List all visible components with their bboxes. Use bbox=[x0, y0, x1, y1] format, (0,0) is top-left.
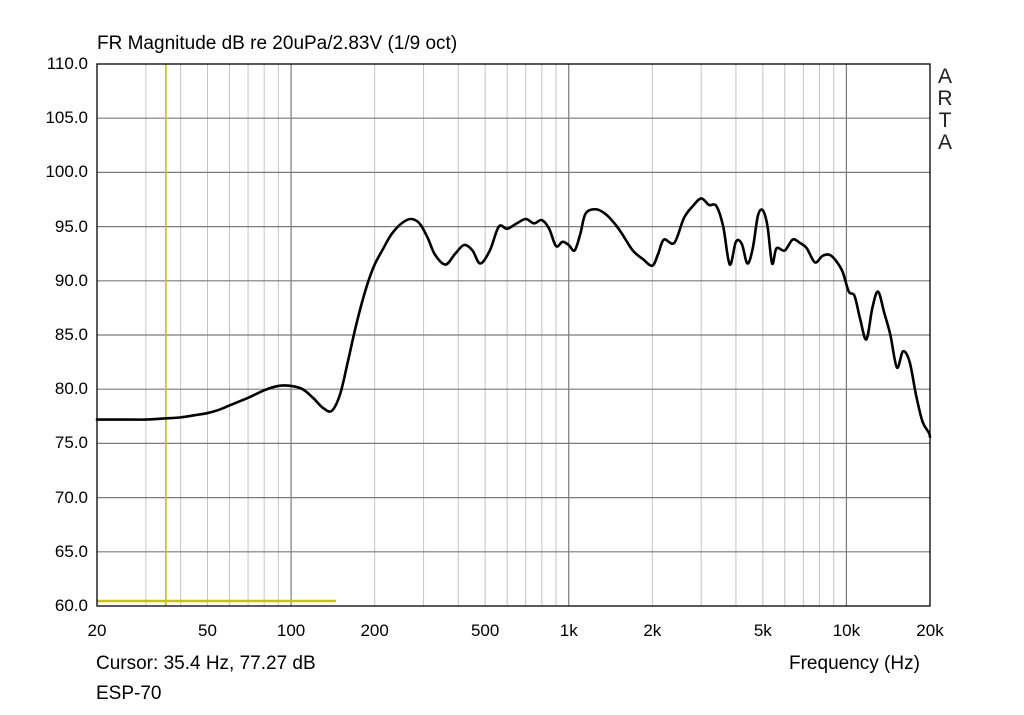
y-tick-label: 70.0 bbox=[54, 487, 88, 507]
y-tick-label: 105.0 bbox=[45, 108, 88, 128]
watermark-letter: A bbox=[937, 65, 952, 88]
response-curve-layer bbox=[95, 197, 932, 439]
x-tick-label: 10k bbox=[832, 621, 861, 640]
y-tick-label: 75.0 bbox=[54, 433, 88, 453]
chart-title: FR Magnitude dB re 20uPa/2.83V (1/9 oct) bbox=[97, 33, 458, 54]
cursor-layer bbox=[97, 64, 336, 606]
x-tick-label: 200 bbox=[360, 621, 389, 640]
arta-watermark: A R T A bbox=[934, 66, 956, 154]
x-tick-label: 20 bbox=[87, 621, 107, 640]
cursor-readout: Cursor: 35.4 Hz, 77.27 dB bbox=[96, 653, 316, 674]
watermark-letter: T bbox=[938, 109, 952, 132]
x-tick-label: 5k bbox=[753, 621, 772, 640]
y-tick-label: 95.0 bbox=[54, 216, 88, 236]
response-curve-esp-70 bbox=[95, 197, 932, 439]
y-tick-label: 90.0 bbox=[54, 270, 88, 290]
y-tick-label: 65.0 bbox=[54, 541, 88, 561]
watermark-letter: A bbox=[937, 131, 952, 154]
x-tick-label: 20k bbox=[916, 621, 944, 640]
x-tick-label: 100 bbox=[276, 621, 306, 640]
x-axis-label: Frequency (Hz) bbox=[789, 653, 920, 674]
y-tick-label: 85.0 bbox=[54, 325, 88, 344]
y-tick-label: 60.0 bbox=[54, 596, 88, 615]
grid bbox=[97, 64, 930, 606]
y-tick-label: 100.0 bbox=[45, 162, 88, 182]
plot-frame bbox=[96, 63, 931, 607]
curve-name-label: ESP-70 bbox=[96, 683, 162, 704]
y-tick-label: 110.0 bbox=[46, 54, 88, 73]
x-tick-label: 2k bbox=[643, 621, 662, 640]
watermark-letter: R bbox=[937, 87, 953, 110]
x-tick-label: 1k bbox=[559, 621, 578, 640]
x-tick-label: 500 bbox=[470, 621, 500, 640]
x-tick-label: 50 bbox=[198, 621, 217, 640]
y-tick-label: 80.0 bbox=[54, 379, 88, 399]
